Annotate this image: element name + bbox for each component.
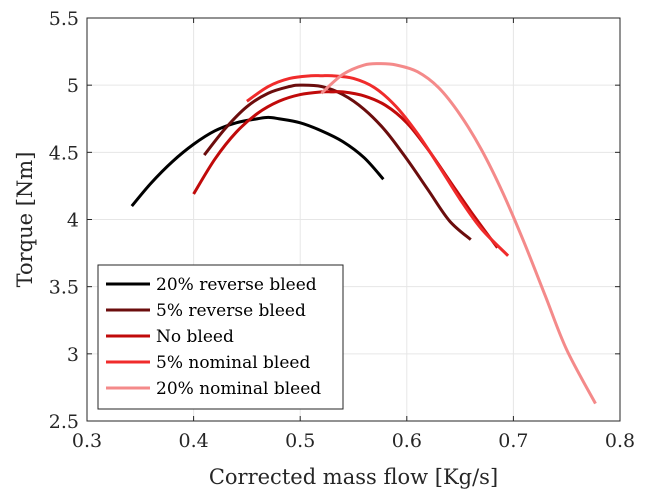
grid-lines: [87, 18, 620, 421]
series-line-2: [203, 83, 472, 241]
legend-label-5: 20% nominal bleed: [156, 379, 321, 399]
x-tick-label: 0.4: [178, 430, 208, 452]
y-tick-label: 5: [67, 75, 79, 97]
legend-label-1: 20% reverse bleed: [156, 275, 317, 295]
legend: 20% reverse bleed 5% reverse bleed No blee…: [97, 264, 344, 410]
series-line-1: [130, 115, 385, 208]
x-axis-label: Corrected mass flow [Kg/s]: [209, 465, 498, 489]
x-tick-label: 0.7: [498, 430, 528, 452]
series-line-4: [246, 74, 510, 257]
legend-label-3: No bleed: [156, 327, 234, 347]
series-line-5: [320, 62, 597, 405]
y-tick-label: 3.5: [49, 277, 79, 299]
x-tick-label: 0.5: [285, 430, 315, 452]
x-tick-label: 0.8: [605, 430, 635, 452]
y-axis-label: Torque [Nm]: [13, 152, 37, 288]
legend-label-2: 5% reverse bleed: [156, 301, 306, 321]
legend-label-4: 5% nominal bleed: [156, 353, 310, 373]
y-tick-label: 4.5: [49, 142, 79, 164]
axis-ticks: 0.3 0.4 0.5 0.6 0.7 0.8 2.5 3 3.5 4 4.5 5 5.5: [49, 8, 635, 452]
y-tick-label: 5.5: [49, 8, 79, 30]
y-tick-label: 2.5: [49, 411, 79, 433]
series-lines: [130, 62, 597, 405]
x-tick-label: 0.6: [392, 430, 422, 452]
y-tick-label: 4: [67, 210, 79, 232]
y-tick-label: 3: [67, 344, 79, 366]
x-tick-label: 0.3: [72, 430, 102, 452]
